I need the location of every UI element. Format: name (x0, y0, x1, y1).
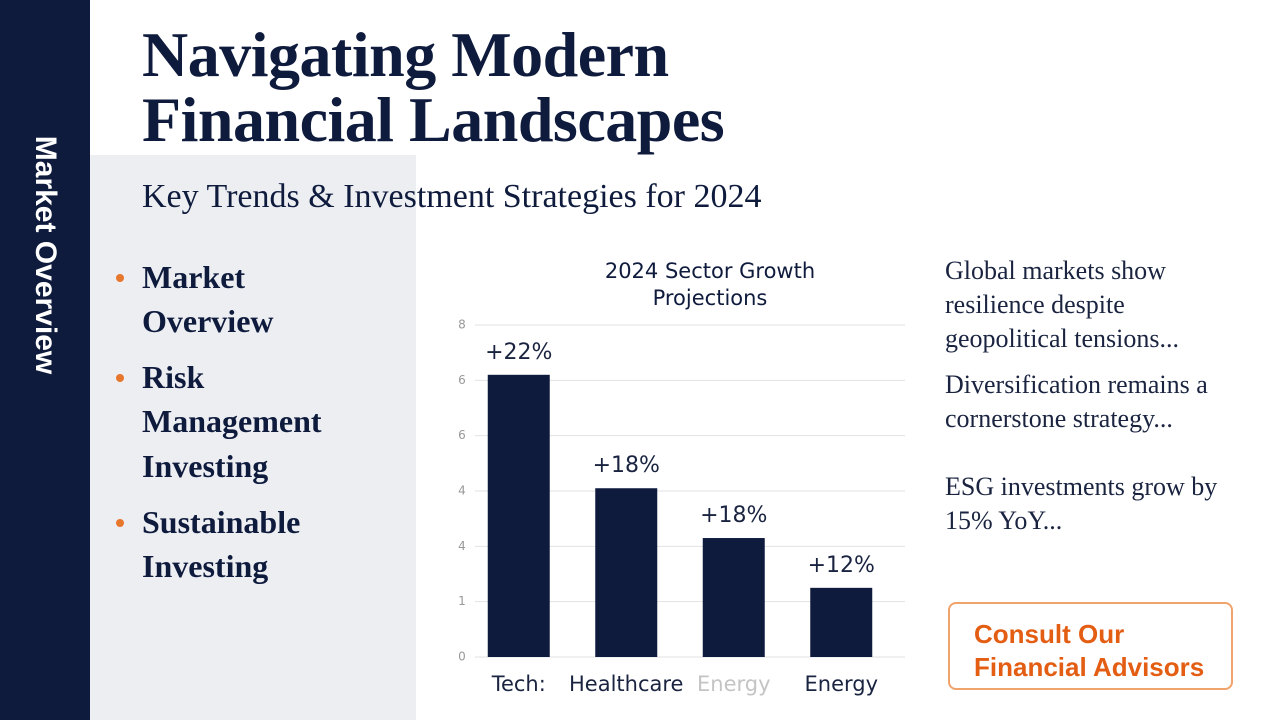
bar (702, 538, 765, 657)
chart: 0 1 4 4 6 6 8 Tech: +22% Healthcare +18% Energy +18%… (458, 318, 905, 696)
bar (487, 374, 550, 657)
bullet-list: Market Overview Risk Management Investin… (116, 255, 372, 600)
x-tick-label: Energy (804, 672, 878, 696)
bar-annotation: +18% (700, 503, 767, 528)
sidebar-label: Market Overview (29, 135, 62, 375)
y-tick-label: 6 (458, 428, 466, 442)
y-tick-label: 8 (458, 318, 466, 332)
bar-annotation: +18% (593, 453, 660, 478)
insight: Global markets show resilience despite g… (945, 256, 1179, 353)
bullet: Risk Management Investing (116, 355, 372, 487)
side-panel (90, 155, 416, 720)
y-tick-label: 6 (458, 373, 466, 387)
insight: Diversification remains a cornerstone st… (945, 370, 1208, 433)
x-tick-label: Energy (697, 672, 771, 696)
sidebar: Market Overview (0, 0, 90, 720)
chart-title: 2024 Sector Growth Projections (604, 259, 816, 311)
bullet: Sustainable Investing (116, 500, 372, 588)
x-tick-label: Healthcare (569, 672, 683, 696)
bar (810, 587, 873, 657)
x-tick-label: Tech: (491, 672, 546, 696)
title: Navigating Modern Financial Landscapes (142, 19, 725, 156)
cta-button[interactable]: Consult Our Financial Advisors (948, 602, 1233, 690)
y-tick-label: 0 (458, 650, 466, 664)
bullet: Market Overview (116, 255, 372, 343)
bar-annotation: +12% (808, 553, 875, 578)
bar (595, 488, 658, 657)
subtitle: Key Trends & Investment Strategies for 2… (142, 178, 762, 215)
bar-annotation: +22% (485, 340, 552, 365)
y-tick-label: 4 (458, 484, 466, 498)
y-tick-label: 4 (458, 539, 466, 553)
insight: ESG investments grow by 15% YoY... (945, 472, 1218, 535)
y-tick-label: 1 (458, 594, 466, 608)
